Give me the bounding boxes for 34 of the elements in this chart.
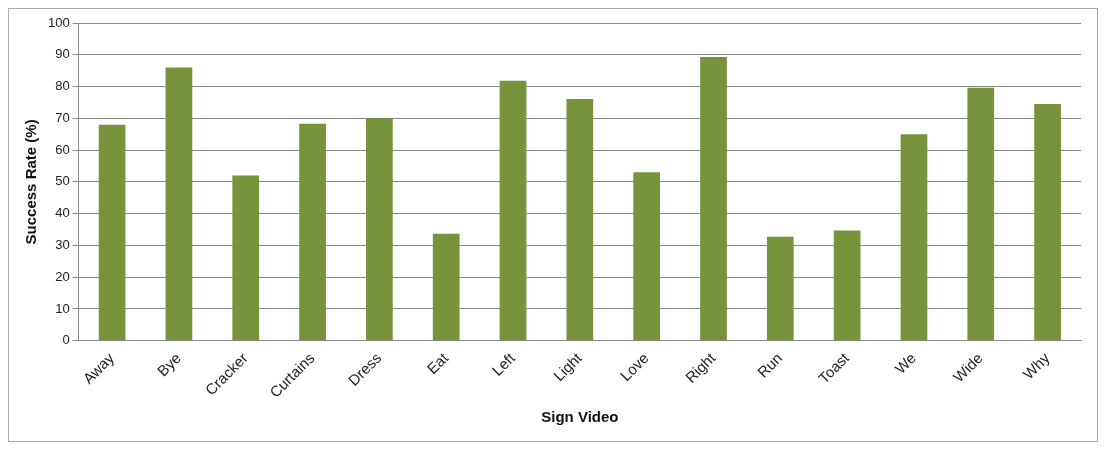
y-tick-label: 0 <box>62 332 70 348</box>
x-tick-label: Left <box>488 348 519 379</box>
bar <box>700 57 727 341</box>
bar <box>499 80 527 341</box>
bar <box>366 118 393 341</box>
y-tick-label: 10 <box>55 300 70 316</box>
bar <box>432 233 460 341</box>
x-axis-title: Sign Video <box>541 408 619 426</box>
y-tick-label: 100 <box>47 14 70 30</box>
y-axis-title: Success Rate (%) <box>22 119 40 245</box>
bar <box>165 67 193 341</box>
bar <box>232 175 260 341</box>
y-tick-label: 60 <box>55 141 70 157</box>
x-tick-label: Run <box>753 349 786 381</box>
y-tick-label: 70 <box>55 109 70 125</box>
bar <box>833 230 861 341</box>
bar <box>566 98 594 341</box>
bar <box>299 123 326 341</box>
bar <box>1034 104 1061 341</box>
x-tick-label: Eat <box>423 348 452 378</box>
y-tick-label: 20 <box>55 268 70 284</box>
x-tick-label: Bye <box>153 349 184 380</box>
bar <box>633 172 661 341</box>
bar <box>98 124 126 341</box>
bar <box>766 236 794 341</box>
x-tick-label: We <box>891 349 919 377</box>
y-tick-label: 50 <box>55 173 70 189</box>
y-tick-label: 90 <box>55 46 70 62</box>
bar <box>900 134 928 341</box>
bar <box>967 87 995 341</box>
y-tick-label: 80 <box>55 78 70 94</box>
y-tick-label: 40 <box>55 205 70 221</box>
x-tick-label: Why <box>1019 348 1053 383</box>
y-tick-label: 30 <box>55 237 70 253</box>
